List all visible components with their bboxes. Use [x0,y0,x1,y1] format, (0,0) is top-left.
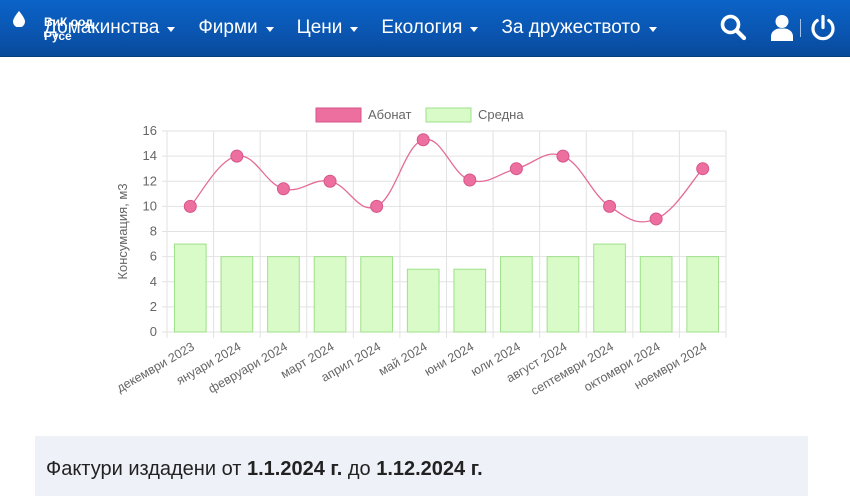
line-point [230,149,244,163]
nav-item-label: Домакинства [44,17,160,38]
y-tick-label: 10 [143,198,157,213]
line-point [696,162,710,176]
x-tick-label: декември 2023 [114,339,197,395]
y-tick-label: 16 [143,123,157,138]
nav-item-ecology[interactable]: Екология [381,17,479,39]
line-point [649,212,663,226]
bar [267,256,300,333]
caret-down-icon [350,26,359,32]
line-point [556,149,570,163]
legend-label-average: Средна [478,107,524,122]
bar [500,256,533,333]
caret-down-icon [648,26,657,32]
bar [360,256,393,333]
line-point [603,199,617,213]
bar [639,256,673,333]
line-point [416,133,430,147]
invoices-to-date: 1.12.2024 г. [376,458,483,480]
consumption-chart: 0 2 4 6 8 10 12 14 16 Консумация, м3 декември 2023… [114,107,727,398]
y-tick-label: 6 [150,249,157,264]
line-point [323,174,337,188]
invoices-prefix: Фактури издадени от [46,458,242,480]
legend-swatch-average [425,107,472,123]
power-icon[interactable] [809,14,837,42]
bar [173,243,207,333]
nav-item-about[interactable]: За дружеството [501,17,657,39]
legend-swatch-subscriber [315,107,362,123]
caret-down-icon [167,26,176,32]
brand-line-1: ВиК оод [44,15,93,29]
navbar: ВиК оод Русе Домакинства Фирми Цени Екол… [0,0,850,57]
x-tick-label: февруари 2024 [206,339,290,396]
legend-label-subscriber: Абонат [368,107,411,122]
y-tick-label: 0 [150,324,157,339]
nav-item-companies[interactable]: Фирми [198,17,274,39]
y-tick-label: 4 [150,274,157,289]
invoices-middle: до [347,458,371,480]
y-tick-label: 8 [150,224,157,239]
invoices-period: Фактури издадени от 1.1.2024 г. до 1.12.… [46,458,483,481]
caret-down-icon [265,26,274,32]
nav-item-label: За дружеството [501,17,641,38]
search-icon[interactable] [719,13,747,41]
line-point [370,199,384,213]
bar [686,256,720,333]
caret-down-icon [470,26,479,32]
y-tick-label: 12 [143,173,157,188]
line-point [463,173,477,187]
y-axis-label: Консумация, м3 [115,183,130,279]
bar [546,256,580,333]
brand-logo[interactable]: ВиК оод Русе [12,9,122,49]
x-tick-label: юни 2024 [422,339,476,378]
bar [220,256,254,333]
y-tick-label: 14 [143,148,157,163]
bar [406,268,440,333]
nav-item-label: Цени [296,17,343,38]
nav-item-prices[interactable]: Цени [297,17,359,39]
bar [593,243,626,333]
y-tick-label: 2 [150,299,157,314]
nav-item-label: Екология [381,17,463,38]
bar [453,268,487,333]
main-menu: Домакинства Фирми Цени Екология За друже… [44,14,680,42]
nav-item-households[interactable]: Домакинства [44,17,176,39]
user-icon[interactable] [771,14,793,42]
invoices-from-date: 1.1.2024 г. [246,458,343,480]
nav-item-label: Фирми [198,17,258,38]
line-point [509,162,523,176]
x-tick-label: май 2024 [376,339,430,378]
line-point [183,199,197,213]
nav-divider [800,19,801,37]
line-point [276,182,290,196]
invoices-panel: Фактури издадени от 1.1.2024 г. до 1.12.… [35,436,808,496]
brand-line-2: Русе [44,29,72,43]
water-drop-icon [13,11,25,27]
bar [313,256,347,333]
